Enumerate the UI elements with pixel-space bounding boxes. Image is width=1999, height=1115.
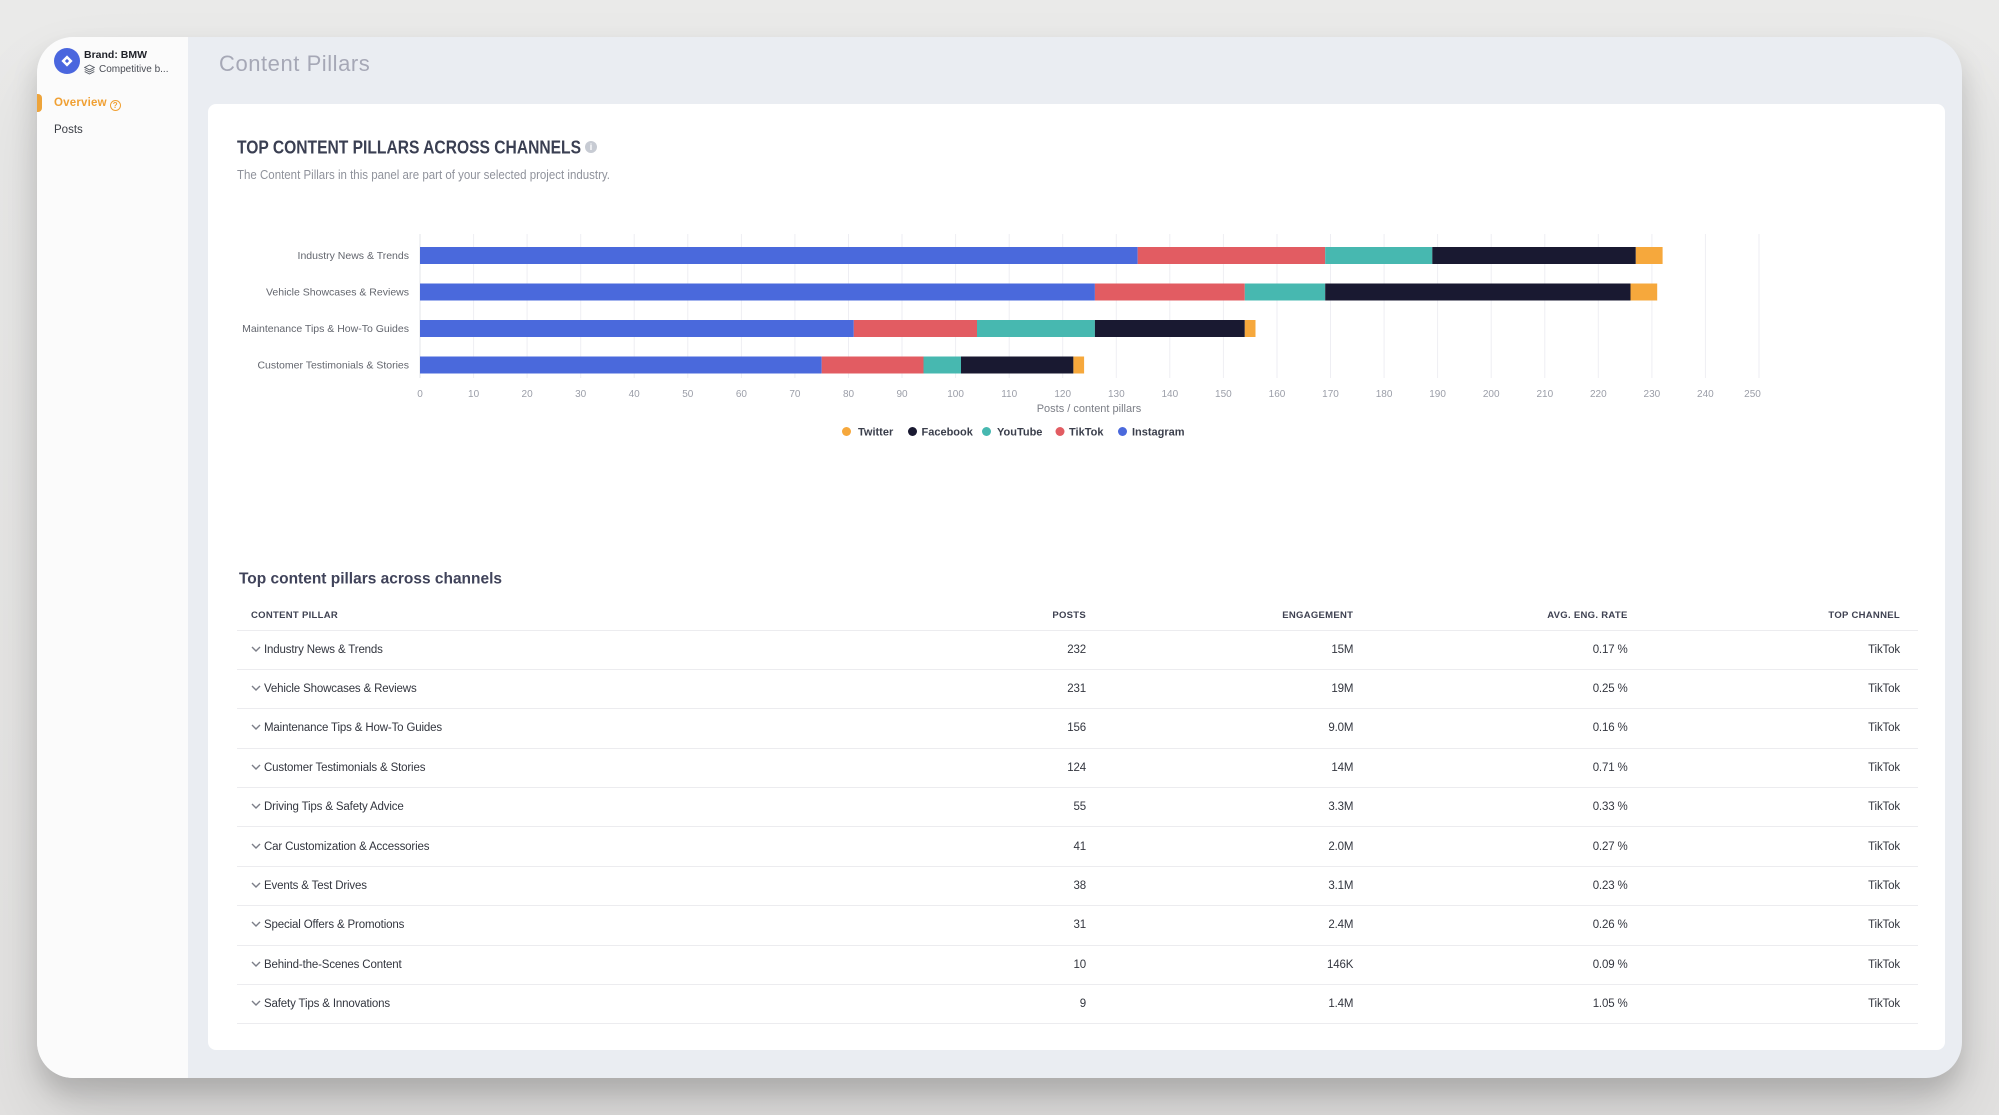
svg-text:150: 150 [1215,389,1232,400]
svg-text:180: 180 [1376,389,1393,400]
svg-text:160: 160 [1269,389,1286,400]
svg-text:Instagram: Instagram [1132,427,1185,439]
svg-text:220: 220 [1590,389,1607,400]
svg-text:100: 100 [947,389,964,400]
svg-text:50: 50 [682,389,694,400]
svg-text:20: 20 [522,389,534,400]
svg-text:Industry News & Trends: Industry News & Trends [298,250,409,262]
svg-text:200: 200 [1483,389,1500,400]
svg-text:Facebook: Facebook [922,427,974,439]
svg-text:TikTok: TikTok [1069,427,1104,439]
svg-text:80: 80 [843,389,855,400]
svg-text:10: 10 [468,389,480,400]
svg-text:40: 40 [629,389,641,400]
svg-text:90: 90 [896,389,908,400]
svg-text:110: 110 [1001,389,1017,400]
svg-text:Vehicle Showcases & Reviews: Vehicle Showcases & Reviews [266,287,409,299]
svg-text:Maintenance Tips & How-To Guid: Maintenance Tips & How-To Guides [242,323,409,335]
svg-text:TOP CONTENT PILLARS ACROSS CHA: TOP CONTENT PILLARS ACROSS CHANNELS [237,138,581,158]
svg-text:70: 70 [789,389,801,400]
svg-text:YouTube: YouTube [997,427,1042,439]
svg-text:Customer Testimonials & Storie: Customer Testimonials & Stories [257,360,409,372]
svg-text:240: 240 [1697,389,1714,400]
svg-text:Twitter: Twitter [858,427,894,439]
svg-text:140: 140 [1161,389,1178,400]
svg-text:190: 190 [1429,389,1446,400]
svg-text:250: 250 [1744,389,1761,400]
svg-text:130: 130 [1108,389,1125,400]
svg-text:Top content pillars across cha: Top content pillars across channels [239,571,502,588]
svg-text:0: 0 [417,389,423,400]
svg-text:230: 230 [1644,389,1661,400]
svg-text:170: 170 [1322,389,1339,400]
svg-text:60: 60 [736,389,748,400]
svg-text:120: 120 [1054,389,1071,400]
svg-text:30: 30 [575,389,587,400]
svg-text:The Content Pillars in this pa: The Content Pillars in this panel are pa… [237,167,610,182]
svg-text:210: 210 [1536,389,1553,400]
svg-text:Posts / content pillars: Posts / content pillars [1037,403,1142,415]
